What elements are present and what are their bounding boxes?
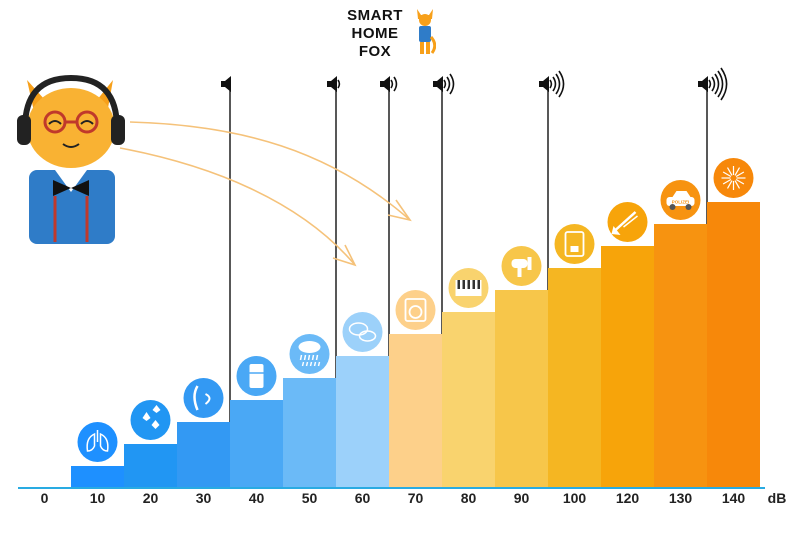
bar-90-db (495, 290, 548, 488)
logo-line-1: SMART (347, 7, 403, 24)
x-tick-90: 90 (514, 490, 530, 506)
bar-70-db (389, 334, 442, 488)
speaker-icon (433, 73, 455, 95)
x-tick-100: 100 (563, 490, 587, 506)
x-tick-10: 10 (90, 490, 106, 506)
bar-20-db (124, 444, 177, 488)
fox-headphones-icon (17, 74, 125, 244)
x-tick-80: 80 (461, 490, 477, 506)
police-label: POLIZEI (672, 200, 690, 205)
logo-line-2: HOME (351, 25, 399, 42)
fox-with-headphones-illustration (15, 70, 135, 250)
bar-80-db (442, 312, 495, 488)
logo-line-3: FOX (358, 43, 392, 60)
police-car-icon: POLIZEI (660, 180, 701, 220)
x-tick-70: 70 (408, 490, 424, 506)
x-tick-0: 0 (41, 490, 49, 506)
lungs-icon (77, 422, 118, 462)
x-tick-130: 130 (669, 490, 693, 506)
chat-icon (342, 312, 383, 352)
speaker-icon (539, 70, 565, 98)
bar-130-db (654, 224, 707, 488)
bar-40-db (230, 400, 283, 488)
whisper-icon (183, 378, 224, 418)
coffee-machine-icon (554, 224, 595, 264)
bar-120-db (601, 246, 654, 488)
bar-10-db (71, 466, 124, 488)
rain-icon (289, 334, 330, 374)
trombone-icon (607, 202, 648, 242)
fireworks-icon (713, 158, 754, 198)
fox-arrows (119, 121, 412, 267)
bar-50-db (283, 378, 336, 488)
x-tick-40: 40 (249, 490, 265, 506)
bar-140-db (707, 202, 760, 488)
x-tick-120: 120 (616, 490, 640, 506)
hair-dryer-icon (501, 246, 542, 286)
x-tick-60: 60 (355, 490, 371, 506)
x-axis-label: dB (768, 490, 787, 506)
x-tick-140: 140 (722, 490, 746, 506)
speaker-icon (327, 76, 341, 92)
bar-60-db (336, 356, 389, 488)
piano-icon (448, 268, 489, 308)
speaker-icon (698, 67, 728, 101)
leaves-icon (130, 400, 171, 440)
bar-100-db (548, 268, 601, 488)
x-tick-20: 20 (143, 490, 159, 506)
washing-machine-icon (395, 290, 436, 330)
bar-30-db (177, 422, 230, 488)
x-tick-30: 30 (196, 490, 212, 506)
fox-mascot-icon (417, 9, 436, 54)
smart-home-fox-logo: SMART HOME FOX (330, 5, 450, 63)
speaker-icon (380, 76, 398, 92)
x-tick-50: 50 (302, 490, 318, 506)
speaker-icon (221, 76, 231, 92)
fridge-icon (236, 356, 277, 396)
